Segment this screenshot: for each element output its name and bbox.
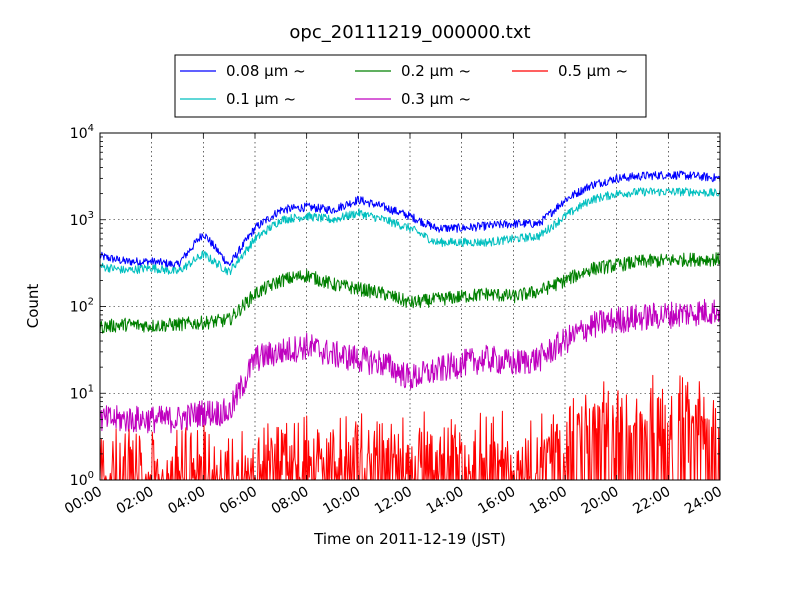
series-line: [99, 170, 721, 270]
legend-label: 0.3 μm ~: [401, 90, 471, 108]
legend-box: [174, 54, 647, 118]
series-line: [99, 252, 721, 334]
series-line: [99, 298, 721, 434]
x-axis-title: Time on 2011-12-19 (JST): [313, 530, 506, 548]
legend-label: 0.5 μm ~: [558, 62, 628, 80]
chart-title: opc_20111219_000000.txt: [289, 22, 530, 43]
legend-label: 0.1 μm ~: [226, 90, 296, 108]
legend-label: 0.08 μm ~: [226, 62, 306, 80]
series-line: [99, 187, 721, 276]
legend: 0.08 μm ~ 0.1 μm ~ 0.2 μm ~ 0.3 μm ~ 0.5 μm …: [174, 54, 647, 118]
legend-label: 0.2 μm ~: [401, 62, 471, 80]
y-axis-title: Count: [24, 284, 42, 329]
